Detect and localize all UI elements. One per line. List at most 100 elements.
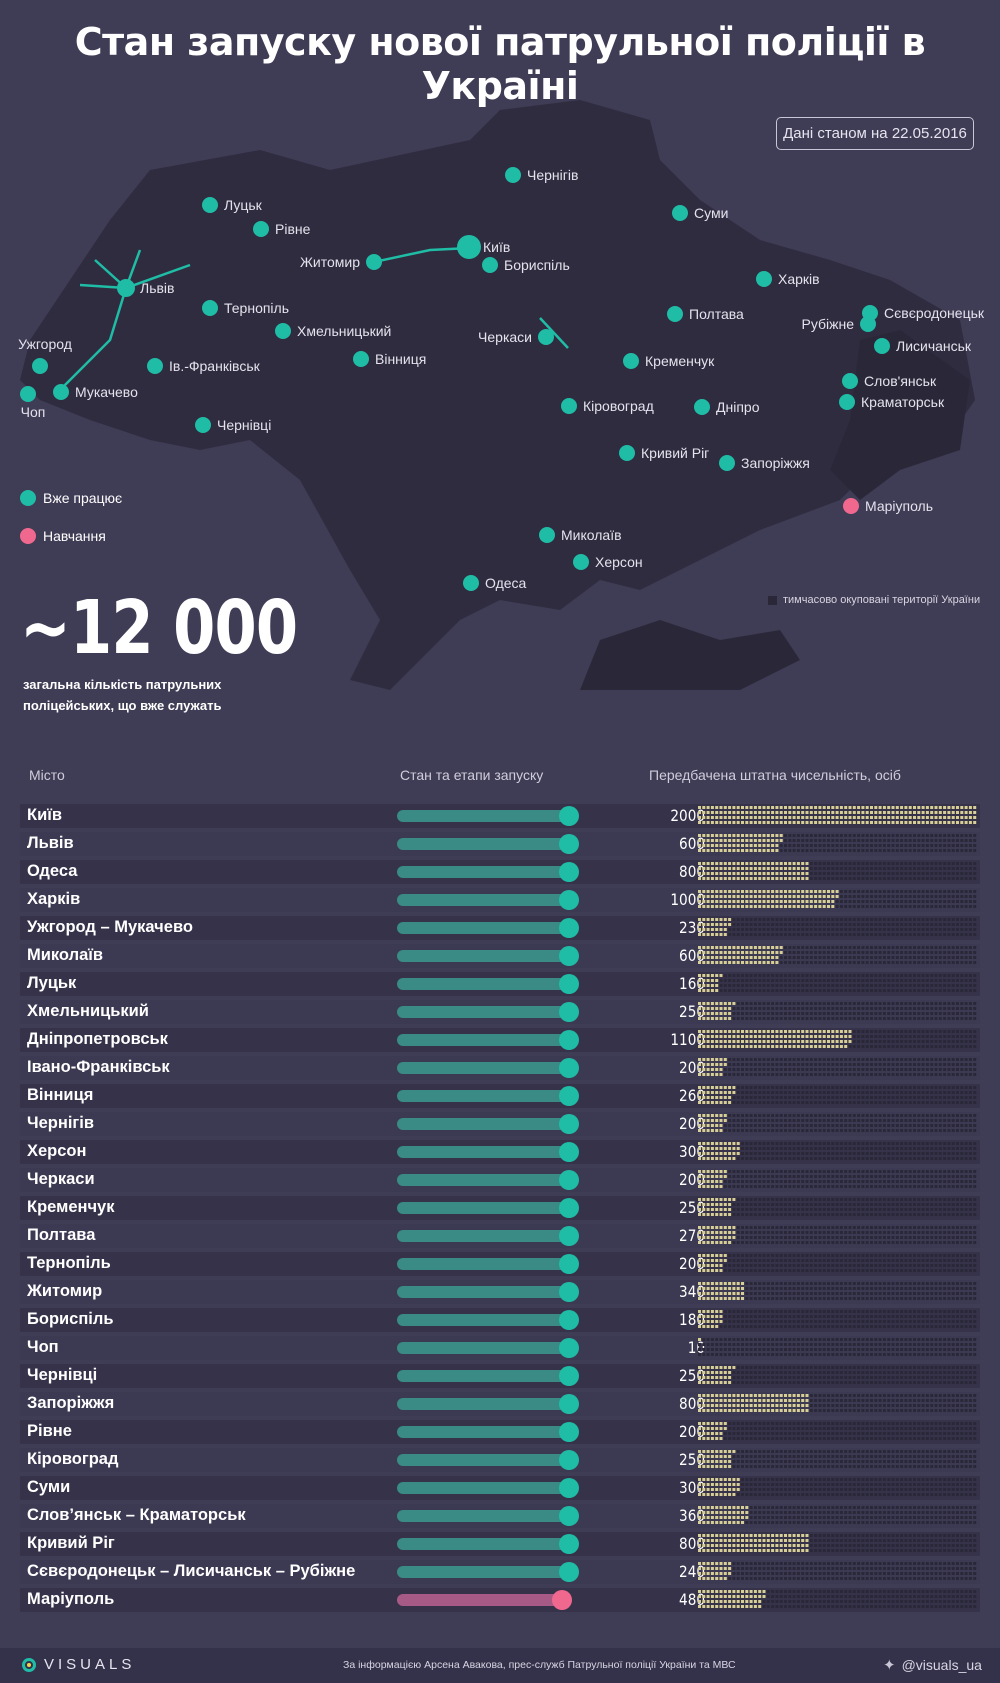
staff-square-empty <box>964 1124 968 1127</box>
staff-square-empty <box>900 1259 904 1262</box>
staff-square-filled <box>719 1002 723 1005</box>
staff-count: 300 <box>679 1142 705 1161</box>
staff-square-empty <box>848 951 852 954</box>
staff-square-empty <box>801 956 805 959</box>
staff-square-filled <box>723 1096 727 1099</box>
staff-square-filled <box>809 895 813 898</box>
staff-square-empty <box>921 1017 925 1020</box>
staff-square-empty <box>861 1114 865 1117</box>
staff-square-filled <box>719 1063 723 1066</box>
staff-square-filled <box>710 1124 714 1127</box>
staff-square-filled <box>771 872 775 875</box>
staff-square-filled <box>702 1297 706 1300</box>
staff-square-empty <box>792 1310 796 1313</box>
staff-square-empty <box>861 1264 865 1267</box>
staff-square-filled <box>904 806 908 809</box>
staff-square-empty <box>887 1264 891 1267</box>
staff-square-filled <box>702 1198 706 1201</box>
staff-square-empty <box>775 1203 779 1206</box>
staff-square-empty <box>878 923 882 926</box>
staff-square-filled <box>710 1007 714 1010</box>
staff-square-empty <box>968 1142 972 1145</box>
staff-square-filled <box>728 1035 732 1038</box>
staff-square-empty <box>736 974 740 977</box>
staff-square-empty <box>904 1259 908 1262</box>
staff-square-empty <box>762 979 766 982</box>
staff-square-filled <box>702 918 706 921</box>
staff-square-empty <box>956 1017 959 1020</box>
staff-square-filled <box>878 806 882 809</box>
staff-square-empty <box>900 1287 904 1290</box>
staff-square-empty <box>753 1142 757 1145</box>
staff-square-empty <box>882 1114 886 1117</box>
staff-square-empty <box>904 1170 908 1173</box>
staff-square-empty <box>865 1058 869 1061</box>
staff-square-empty <box>831 1007 835 1010</box>
staff-square-empty <box>951 1086 955 1089</box>
staff-square-empty <box>771 1114 775 1117</box>
staff-square-filled <box>741 1297 744 1300</box>
staff-square-empty <box>870 933 873 936</box>
staff-square-empty <box>835 1129 839 1132</box>
staff-square-empty <box>904 872 908 875</box>
staff-square-empty <box>784 1068 787 1071</box>
staff-square-empty <box>865 1170 869 1173</box>
staff-square-empty <box>732 1264 736 1267</box>
staff-square-empty <box>891 1185 895 1188</box>
staff-square-filled <box>702 849 706 852</box>
staff-square-filled <box>706 821 710 824</box>
staff-square-empty <box>925 895 929 898</box>
staff-square-empty <box>736 1198 740 1201</box>
staff-square-empty <box>895 1213 899 1216</box>
staff-square-empty <box>844 984 848 987</box>
staff-square-empty <box>870 1198 873 1201</box>
staff-square-empty <box>900 1152 904 1155</box>
staff-square-empty <box>917 1091 921 1094</box>
staff-square-empty <box>887 1045 891 1048</box>
staff-square-empty <box>865 1292 869 1295</box>
staff-square-filled <box>710 1213 714 1216</box>
staff-square-empty <box>908 862 912 865</box>
staff-square-empty <box>891 951 895 954</box>
staff-square-empty <box>882 1007 886 1010</box>
staff-square-empty <box>805 933 809 936</box>
staff-square-empty <box>913 989 916 992</box>
staff-square-empty <box>887 1198 891 1201</box>
staff-square-filled <box>715 867 719 870</box>
staff-square-empty <box>839 946 843 949</box>
staff-square-empty <box>925 872 929 875</box>
staff-square-empty <box>796 1198 800 1201</box>
staff-square-empty <box>818 839 822 842</box>
staff-square-empty <box>956 1292 959 1295</box>
staff-square-empty <box>771 1063 775 1066</box>
staff-square-filled <box>835 821 839 824</box>
staff-square-empty <box>857 918 861 921</box>
staff-square-empty <box>904 1297 908 1300</box>
staff-square-empty <box>835 1297 839 1300</box>
staff-square-empty <box>801 1086 805 1089</box>
staff-square-empty <box>968 1063 972 1066</box>
staff-square-empty <box>852 905 856 908</box>
staff-square-empty <box>951 1236 955 1239</box>
staff-square-filled <box>779 816 783 819</box>
staff-square-filled <box>741 1030 744 1033</box>
staff-square-empty <box>839 1170 843 1173</box>
staff-square-empty <box>788 1124 792 1127</box>
staff-square-empty <box>861 1208 865 1211</box>
staff-square-empty <box>930 1030 934 1033</box>
staff-square-empty <box>775 989 779 992</box>
staff-square-empty <box>865 1208 869 1211</box>
staff-square-empty <box>861 1119 865 1122</box>
staff-square-empty <box>796 918 800 921</box>
staff-square-filled <box>973 821 977 824</box>
staff-square-empty <box>904 1198 908 1201</box>
staff-square-empty <box>904 1180 908 1183</box>
launch-progress-bar <box>397 806 579 826</box>
staff-square-empty <box>943 1208 947 1211</box>
staff-square-empty <box>857 1254 861 1257</box>
staff-square-empty <box>728 1320 732 1323</box>
staff-square-empty <box>908 1269 912 1272</box>
staff-square-filled <box>831 1045 835 1048</box>
table-row: Дніпропетровськ 1100 <box>20 1028 980 1052</box>
staff-square-empty <box>917 1030 921 1033</box>
